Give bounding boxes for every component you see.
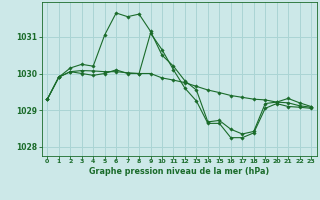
X-axis label: Graphe pression niveau de la mer (hPa): Graphe pression niveau de la mer (hPa) <box>89 167 269 176</box>
